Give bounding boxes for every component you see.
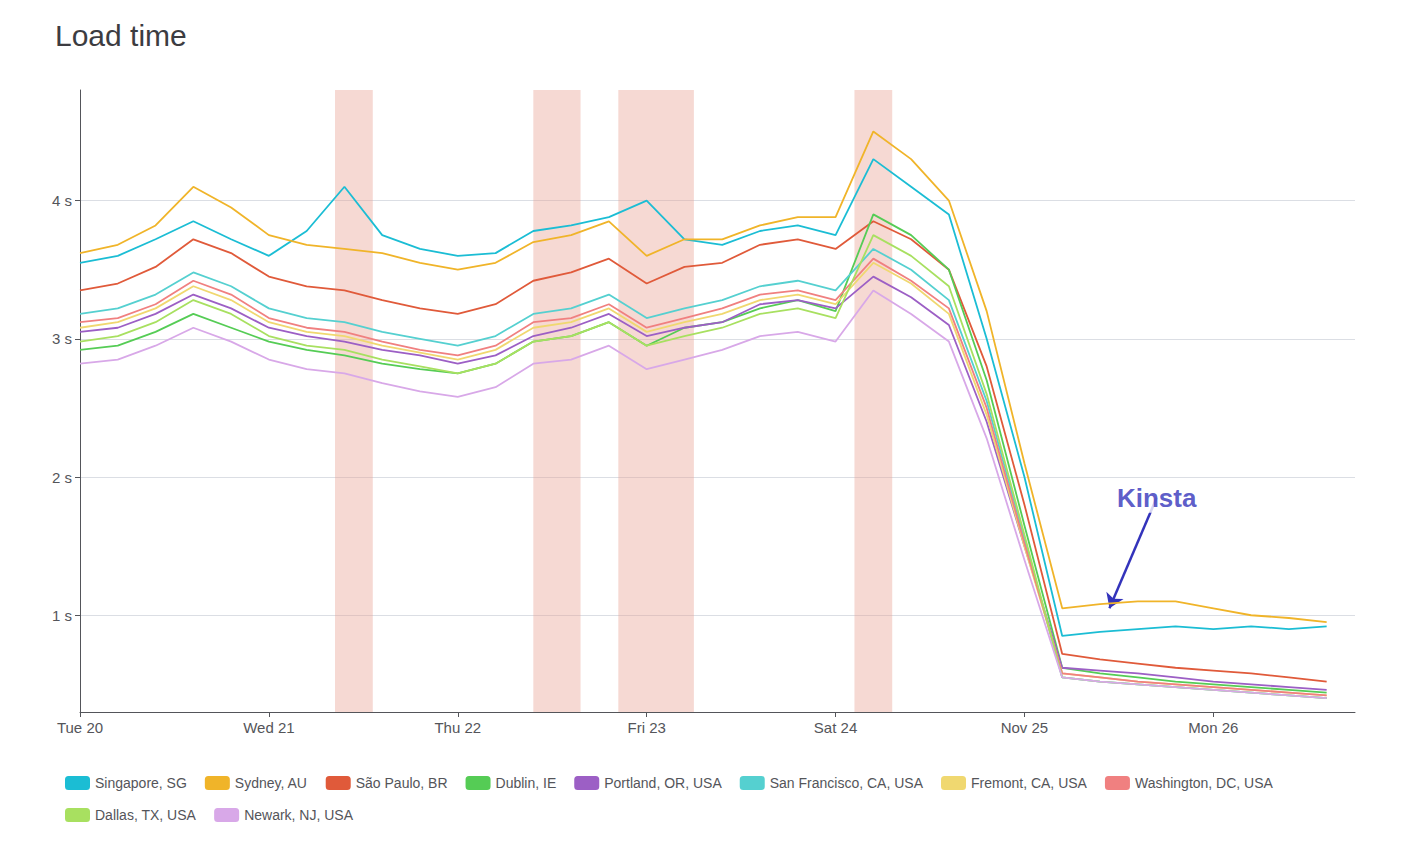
svg-text:Nov 25: Nov 25	[1001, 719, 1049, 736]
svg-text:Fri 23: Fri 23	[627, 719, 665, 736]
svg-text:Dublin, IE: Dublin, IE	[496, 775, 557, 791]
svg-text:Newark, NJ, USA: Newark, NJ, USA	[244, 807, 354, 823]
svg-text:2 s: 2 s	[52, 469, 72, 486]
svg-text:Singapore, SG: Singapore, SG	[95, 775, 187, 791]
svg-text:Mon 26: Mon 26	[1188, 719, 1238, 736]
svg-text:Load time: Load time	[55, 19, 187, 52]
svg-text:São Paulo, BR: São Paulo, BR	[356, 775, 448, 791]
svg-text:1 s: 1 s	[52, 607, 72, 624]
svg-text:Sydney, AU: Sydney, AU	[235, 775, 307, 791]
svg-text:Washington, DC, USA: Washington, DC, USA	[1135, 775, 1274, 791]
svg-text:Sat 24: Sat 24	[814, 719, 857, 736]
svg-text:Wed 21: Wed 21	[243, 719, 294, 736]
svg-text:Dallas, TX, USA: Dallas, TX, USA	[95, 807, 197, 823]
svg-text:Portland, OR, USA: Portland, OR, USA	[604, 775, 722, 791]
svg-text:4 s: 4 s	[52, 192, 72, 209]
svg-text:3 s: 3 s	[52, 330, 72, 347]
svg-text:Thu 22: Thu 22	[434, 719, 481, 736]
svg-text:Fremont, CA, USA: Fremont, CA, USA	[971, 775, 1088, 791]
svg-text:Kinsta: Kinsta	[1117, 483, 1197, 513]
svg-text:San Francisco, CA, USA: San Francisco, CA, USA	[770, 775, 924, 791]
svg-text:Tue 20: Tue 20	[57, 719, 103, 736]
